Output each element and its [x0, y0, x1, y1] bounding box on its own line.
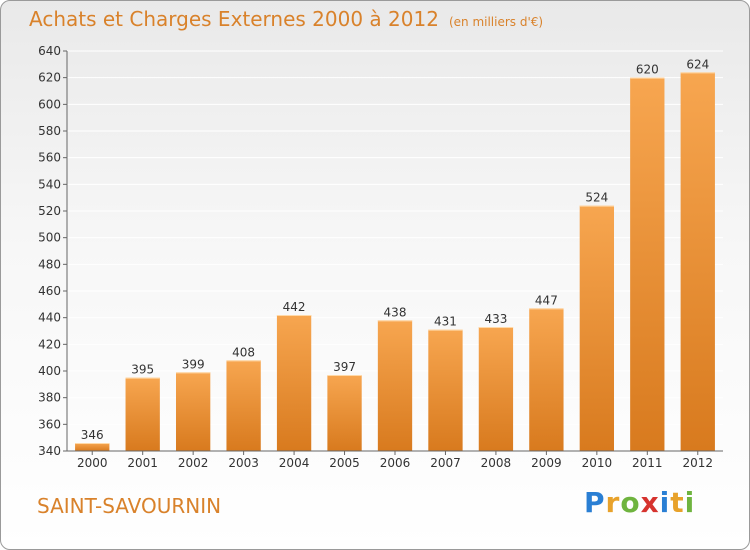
- proxiti-logo: Proxiti: [584, 486, 695, 519]
- y-tick-label: 620: [38, 71, 61, 85]
- value-label: 397: [333, 360, 356, 374]
- x-tick-label: 2001: [127, 456, 158, 470]
- y-tick-label: 600: [38, 97, 61, 111]
- value-label: 395: [131, 363, 154, 377]
- y-tick-label: 480: [38, 257, 61, 271]
- y-tick-label: 400: [38, 364, 61, 378]
- bar-2005: [327, 375, 362, 451]
- value-label: 620: [636, 63, 659, 77]
- x-tick-label: 2007: [430, 456, 461, 470]
- x-tick-label: 2012: [682, 456, 713, 470]
- y-tick-label: 440: [38, 311, 61, 325]
- x-tick-label: 2009: [531, 456, 562, 470]
- value-label: 438: [384, 305, 407, 319]
- x-tick-label: 2006: [380, 456, 411, 470]
- y-tick-label: 420: [38, 337, 61, 351]
- value-label: 524: [585, 191, 608, 205]
- x-tick-label: 2005: [329, 456, 360, 470]
- bar-2003: [226, 360, 261, 451]
- bar-2009: [529, 308, 564, 451]
- y-tick-label: 460: [38, 284, 61, 298]
- bar-2010: [579, 205, 615, 451]
- bar-2000: [75, 443, 110, 451]
- value-label: 447: [535, 293, 558, 307]
- value-label: 431: [434, 315, 457, 329]
- logo-letter: P: [584, 486, 606, 519]
- value-label: 442: [283, 300, 306, 314]
- x-tick-label: 2003: [228, 456, 259, 470]
- bar-2011: [630, 77, 665, 452]
- bar-2012: [680, 72, 715, 451]
- bar-2002: [175, 372, 211, 451]
- commune-name: SAINT-SAVOURNIN: [37, 494, 222, 518]
- y-tick-label: 540: [38, 177, 61, 191]
- bar-2007: [428, 329, 463, 451]
- logo-letter: r: [605, 486, 621, 519]
- chart-title: Achats et Charges Externes 2000 à 2012: [29, 7, 439, 31]
- chart-title-block: Achats et Charges Externes 2000 à 2012 (e…: [29, 7, 543, 31]
- x-tick-label: 2008: [481, 456, 512, 470]
- value-label: 346: [81, 428, 104, 442]
- x-tick-label: 2010: [582, 456, 613, 470]
- bar-2001: [125, 377, 160, 451]
- bar-2004: [276, 315, 312, 451]
- bar-2008: [478, 327, 514, 451]
- value-label: 433: [484, 312, 507, 326]
- y-tick-label: 520: [38, 204, 61, 218]
- logo-letter: i: [659, 486, 671, 519]
- y-tick-label: 580: [38, 124, 61, 138]
- y-tick-label: 360: [38, 417, 61, 431]
- y-tick-label: 560: [38, 151, 61, 165]
- x-tick-label: 2004: [279, 456, 310, 470]
- logo-letter: i: [684, 486, 696, 519]
- y-tick-label: 380: [38, 391, 61, 405]
- value-label: 399: [182, 357, 205, 371]
- logo-letter: t: [670, 486, 685, 519]
- logo-letter: o: [620, 486, 641, 519]
- x-tick-label: 2000: [77, 456, 108, 470]
- value-label: 408: [232, 345, 255, 359]
- chart-unit: (en milliers d'€): [448, 15, 544, 29]
- x-tick-label: 2011: [632, 456, 663, 470]
- y-tick-label: 640: [38, 44, 61, 58]
- x-tick-label: 2002: [178, 456, 209, 470]
- bar-2006: [377, 320, 413, 451]
- logo-letter: x: [640, 486, 660, 519]
- y-tick-label: 340: [38, 444, 61, 458]
- y-tick-label: 500: [38, 231, 61, 245]
- value-label: 624: [686, 57, 709, 71]
